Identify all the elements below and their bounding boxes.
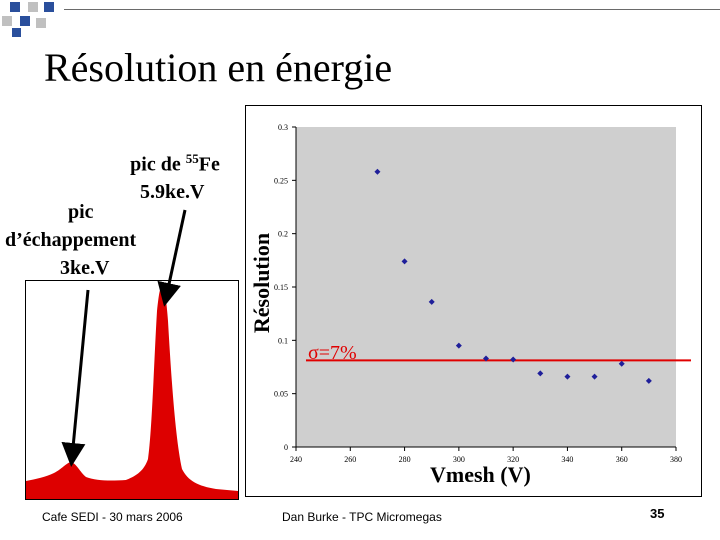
spectrum-svg (26, 287, 238, 499)
x-tick-label: 380 (670, 455, 682, 464)
y-tick-label: 0.25 (274, 176, 288, 185)
y-tick-label: 0.05 (274, 390, 288, 399)
x-tick-label: 340 (561, 455, 573, 464)
data-point (374, 168, 381, 175)
y-axis-label: Résolution (249, 232, 274, 334)
escape-line-3: 3ke.V (60, 257, 110, 279)
x-tick-label: 360 (616, 455, 628, 464)
y-tick-label: 0.2 (278, 230, 288, 239)
y-tick-label: 0.1 (278, 336, 288, 345)
deco-square (44, 2, 54, 12)
slide-title: Résolution en énergie (44, 45, 393, 90)
data-point (510, 356, 517, 363)
plot-area (296, 127, 676, 447)
y-tick-label: 0.15 (274, 283, 288, 292)
data-point (483, 355, 489, 362)
x-tick-label: 320 (507, 455, 519, 464)
data-point (618, 360, 625, 367)
data-point (591, 373, 598, 380)
footer-left: Cafe SEDI - 30 mars 2006 (42, 510, 183, 524)
page-number: 35 (650, 506, 665, 521)
x-tick-label: 300 (453, 455, 465, 464)
deco-square (2, 16, 12, 26)
deco-square (10, 2, 20, 12)
axes (292, 126, 677, 451)
peak-energy: 5.9ke.V (140, 181, 205, 203)
deco-square (20, 16, 30, 26)
energy-spectrum (25, 280, 239, 500)
data-points (374, 168, 652, 384)
peak-label: pic de 55Fe (115, 147, 235, 177)
escape-line-1: pic (68, 201, 94, 223)
tick-labels: 0 0.05 0.1 0.15 0.2 0.25 0.3 240 260 280 300 320 340… (274, 123, 682, 464)
deco-square (12, 28, 21, 37)
deco-square (28, 2, 38, 12)
data-point (428, 298, 435, 305)
x-tick-label: 280 (399, 455, 411, 464)
x-axis-label: Vmesh (V) (430, 462, 531, 487)
data-point (537, 370, 544, 377)
data-point (401, 258, 408, 265)
escape-line-2: d’échappement (5, 229, 137, 251)
spectrum-curve (26, 287, 238, 499)
data-point (455, 342, 462, 349)
isotope-mass: 55 (185, 151, 199, 166)
sigma-annotation: σ=7% (308, 342, 357, 364)
peak-label-prefix: pic de (130, 153, 186, 176)
data-point (564, 373, 571, 380)
x-tick-label: 240 (290, 455, 302, 464)
chart-svg: 0 0.05 0.1 0.15 0.2 0.25 0.3 240 260 280 300 320 340… (274, 123, 691, 464)
data-point (645, 377, 652, 384)
y-tick-label: 0 (284, 443, 288, 452)
deco-square (36, 18, 46, 28)
resolution-chart: 0 0.05 0.1 0.15 0.2 0.25 0.3 240 260 280 300 320 340… (245, 105, 702, 497)
isotope-symbol: Fe (198, 153, 220, 176)
footer-center: Dan Burke - TPC Micromegas (282, 510, 442, 524)
title-underline (64, 9, 720, 10)
corner-decoration (0, 0, 60, 40)
y-tick-label: 0.3 (278, 123, 288, 132)
x-tick-label: 260 (344, 455, 356, 464)
